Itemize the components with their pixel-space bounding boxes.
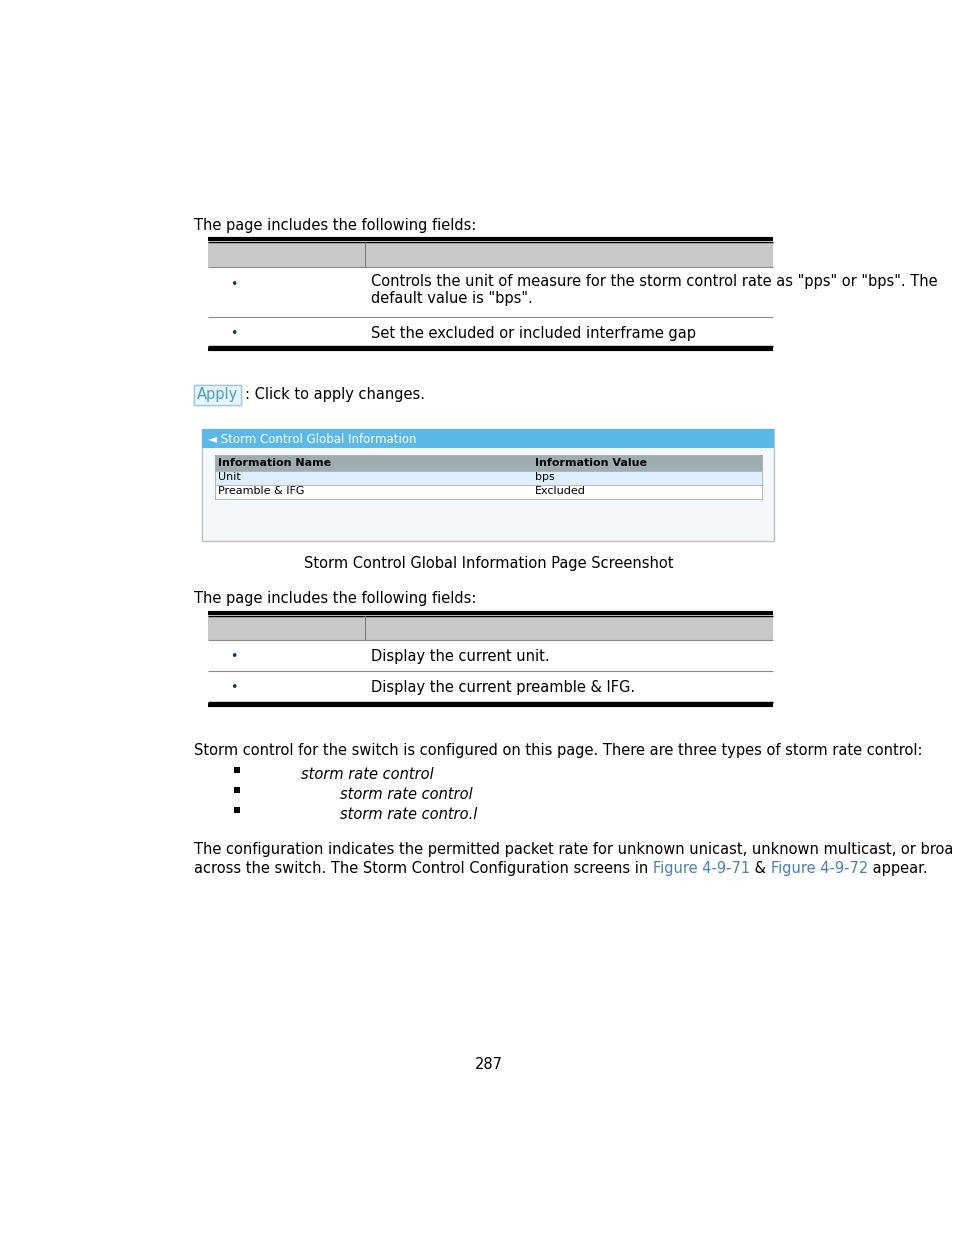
Text: Preamble & IFG: Preamble & IFG bbox=[217, 487, 304, 496]
Bar bbox=[208, 615, 772, 640]
Bar bbox=[214, 456, 760, 471]
Text: storm rate contro.l: storm rate contro.l bbox=[340, 806, 477, 821]
Text: storm rate control: storm rate control bbox=[340, 787, 473, 802]
Bar bbox=[202, 430, 773, 448]
Text: Excluded: Excluded bbox=[535, 487, 585, 496]
Bar bbox=[214, 471, 760, 484]
Text: Set the excluded or included interframe gap: Set the excluded or included interframe … bbox=[371, 326, 695, 341]
Text: : Click to apply changes.: : Click to apply changes. bbox=[245, 387, 424, 403]
Text: The configuration indicates the permitted packet rate for unknown unicast, unkno: The configuration indicates the permitte… bbox=[194, 842, 953, 857]
Text: storm rate control: storm rate control bbox=[301, 767, 434, 782]
Bar bbox=[194, 384, 241, 405]
Text: Storm Control Global Information Page Screenshot: Storm Control Global Information Page Sc… bbox=[304, 556, 673, 572]
Bar bbox=[214, 456, 760, 499]
Text: The page includes the following fields:: The page includes the following fields: bbox=[194, 217, 476, 232]
Text: &: & bbox=[750, 861, 770, 876]
Text: bps: bps bbox=[535, 472, 555, 483]
Text: default value is "bps".: default value is "bps". bbox=[371, 291, 532, 306]
Text: •: • bbox=[230, 680, 237, 694]
Text: Apply: Apply bbox=[197, 387, 238, 403]
Text: Figure 4-9-71: Figure 4-9-71 bbox=[653, 861, 750, 876]
Text: •: • bbox=[230, 278, 237, 290]
Bar bbox=[208, 242, 772, 267]
Text: Display the current unit.: Display the current unit. bbox=[371, 650, 549, 664]
Text: Unit: Unit bbox=[217, 472, 240, 483]
Text: Display the current preamble & IFG.: Display the current preamble & IFG. bbox=[371, 680, 635, 695]
Text: •: • bbox=[230, 327, 237, 340]
Bar bbox=[194, 384, 241, 405]
Text: 287: 287 bbox=[475, 1057, 502, 1072]
Bar bbox=[233, 767, 240, 773]
Bar bbox=[214, 484, 760, 499]
Bar bbox=[233, 787, 240, 793]
Text: Information Name: Information Name bbox=[217, 458, 331, 468]
Text: Information Value: Information Value bbox=[535, 458, 646, 468]
Text: The page includes the following fields:: The page includes the following fields: bbox=[194, 592, 476, 606]
Text: across the switch. The Storm Control Configuration screens in: across the switch. The Storm Control Con… bbox=[194, 861, 653, 876]
Text: Controls the unit of measure for the storm control rate as "pps" or "bps". The: Controls the unit of measure for the sto… bbox=[371, 274, 937, 289]
Text: appear.: appear. bbox=[867, 861, 927, 876]
Text: ◄ Storm Control Global Information: ◄ Storm Control Global Information bbox=[208, 433, 416, 446]
Text: Storm control for the switch is configured on this page. There are three types o: Storm control for the switch is configur… bbox=[194, 743, 922, 758]
Text: •: • bbox=[230, 651, 237, 663]
Bar bbox=[202, 430, 773, 541]
Bar bbox=[233, 806, 240, 813]
Text: Figure 4-9-72: Figure 4-9-72 bbox=[770, 861, 867, 876]
